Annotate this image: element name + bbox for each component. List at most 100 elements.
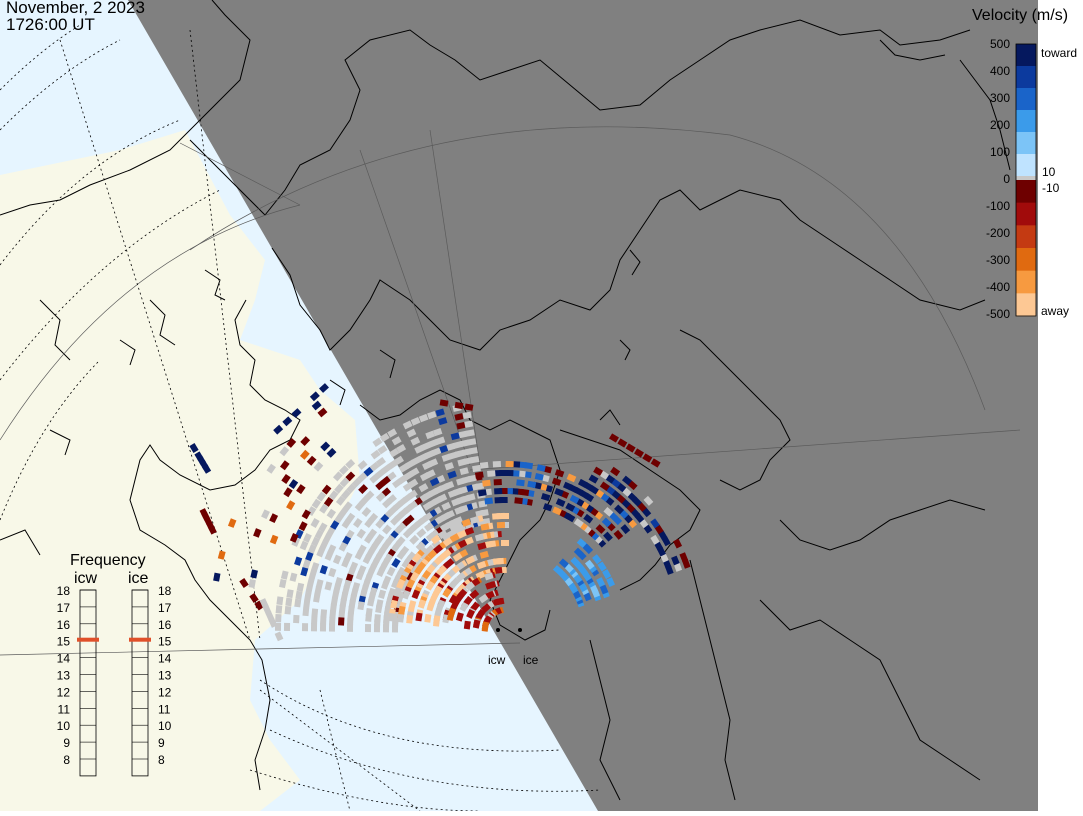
velocity-cell	[311, 608, 319, 617]
velocity-cell	[389, 448, 400, 458]
velocity-cell	[396, 549, 407, 560]
velocity-cell	[487, 470, 496, 477]
velocity-cell	[650, 458, 661, 468]
velocity-cell	[465, 555, 476, 565]
velocity-cell	[592, 554, 602, 565]
colorbar-block-toward-0	[1016, 44, 1036, 67]
colorbar-tick-6: 10	[1042, 165, 1056, 179]
velocity-cell	[361, 507, 372, 518]
velocity-cell	[303, 532, 312, 543]
colorbar-block-toward-2	[1016, 88, 1036, 111]
velocity-cell	[279, 446, 290, 457]
velocity-cell	[401, 590, 411, 600]
site-label-ice: ice	[523, 653, 539, 667]
velocity-cell	[382, 524, 392, 535]
velocity-cell	[375, 468, 386, 479]
velocity-cell	[363, 466, 374, 477]
velocity-cell	[300, 567, 309, 577]
velocity-cell	[441, 453, 452, 462]
velocity-cell	[458, 430, 468, 439]
velocity-cell	[289, 533, 299, 543]
velocity-cell	[527, 480, 537, 489]
colorbar-block-ground	[1016, 176, 1036, 180]
velocity-cell	[603, 506, 614, 517]
velocity-cell	[444, 462, 455, 471]
velocity-cell	[311, 562, 320, 572]
velocity-cell	[450, 432, 460, 441]
velocity-cell	[266, 463, 276, 474]
velocity-cell	[478, 593, 489, 604]
velocity-cell	[334, 513, 344, 524]
velocity-cell	[319, 383, 329, 393]
velocity-cell	[364, 533, 374, 544]
velocity-cell	[422, 461, 432, 471]
velocity-cell	[429, 477, 440, 487]
velocity-cell	[536, 464, 546, 472]
colorbar-block-away-3	[1016, 248, 1036, 272]
velocity-cell	[293, 614, 300, 624]
velocity-cell	[406, 578, 416, 589]
velocity-cell	[316, 491, 327, 502]
velocity-cell	[428, 439, 439, 448]
velocity-cell	[302, 559, 311, 569]
velocity-cell	[283, 487, 293, 498]
velocity-cell	[381, 464, 392, 474]
velocity-cell	[425, 580, 435, 591]
velocity-cell	[467, 438, 477, 446]
velocity-cell	[298, 521, 308, 532]
velocity-cell	[367, 597, 375, 607]
frequency-label-ice-2: 16	[158, 618, 172, 632]
velocity-cell	[416, 528, 427, 538]
frequency-label-icw-6: 12	[57, 685, 71, 699]
velocity-cell	[286, 500, 296, 511]
velocity-cell	[511, 461, 521, 468]
velocity-cell	[294, 556, 303, 566]
velocity-cell	[438, 417, 448, 426]
velocity-cell	[250, 569, 258, 579]
frequency-label-icw-10: 8	[63, 753, 70, 767]
velocity-cell	[320, 609, 328, 618]
velocity-cell	[501, 522, 509, 528]
velocity-cell	[375, 518, 385, 529]
velocity-cell	[375, 456, 386, 467]
velocity-cell	[380, 580, 390, 590]
velocity-cell	[326, 447, 337, 458]
velocity-cell	[454, 401, 464, 410]
velocity-cell	[357, 472, 368, 483]
velocity-cell	[449, 523, 460, 533]
velocity-cell	[305, 551, 314, 562]
velocity-cell	[280, 460, 290, 471]
velocity-cell	[391, 478, 402, 489]
frequency-label-ice-7: 11	[158, 702, 171, 716]
velocity-cell	[402, 528, 413, 539]
velocity-cell	[410, 436, 421, 446]
velocity-cell	[254, 600, 264, 611]
velocity-cell	[213, 572, 221, 582]
velocity-cell	[398, 463, 409, 473]
velocity-cell	[351, 477, 362, 488]
velocity-cell	[301, 509, 311, 520]
velocity-cell	[358, 484, 369, 495]
velocity-cell	[621, 475, 632, 486]
velocity-cell	[338, 507, 348, 518]
velocity-cell	[430, 534, 441, 545]
velocity-cell	[433, 544, 444, 554]
velocity-cell	[356, 528, 366, 539]
velocity-cell	[338, 541, 348, 552]
velocity-cell	[308, 544, 317, 554]
velocity-cell	[435, 408, 445, 417]
velocity-cell	[552, 506, 562, 516]
velocity-cell	[390, 599, 398, 609]
velocity-cell	[402, 482, 413, 492]
velocity-cell	[275, 605, 283, 614]
velocity-cell	[445, 442, 456, 451]
velocity-cell	[261, 509, 270, 520]
velocity-cell	[189, 443, 199, 453]
velocity-cell	[296, 582, 305, 592]
velocity-cell	[311, 536, 320, 547]
velocity-cell	[411, 456, 422, 466]
velocity-cell	[596, 577, 606, 588]
velocity-cell	[303, 599, 311, 609]
velocity-cell	[479, 550, 489, 559]
